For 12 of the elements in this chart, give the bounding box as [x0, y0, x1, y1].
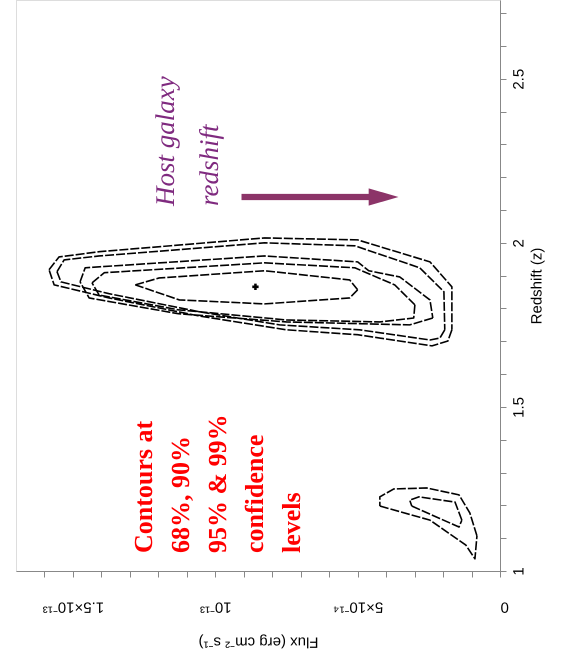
y-axis-title: Redshift (z)	[528, 248, 546, 324]
y-tick-label: 1.5	[510, 396, 528, 418]
y-tick-label: 2.5	[510, 68, 528, 90]
x-tick-label: 0	[500, 598, 509, 616]
x-tick-label: 1.5×10⁻¹³	[42, 598, 104, 616]
x-axis-title: Flux (erg cm⁻² s⁻¹)	[198, 634, 318, 650]
annotation: Host galaxy redshift	[150, 76, 224, 207]
x-tick-label: 10⁻¹³	[200, 598, 232, 616]
y-tick-label: 2	[510, 239, 528, 248]
y-tick-label: 1	[510, 567, 528, 576]
x-tick-label: 5×10⁻¹⁴	[333, 598, 384, 616]
annotation: Contours at 68%, 90% 95% & 99% confidence levels	[129, 414, 306, 553]
